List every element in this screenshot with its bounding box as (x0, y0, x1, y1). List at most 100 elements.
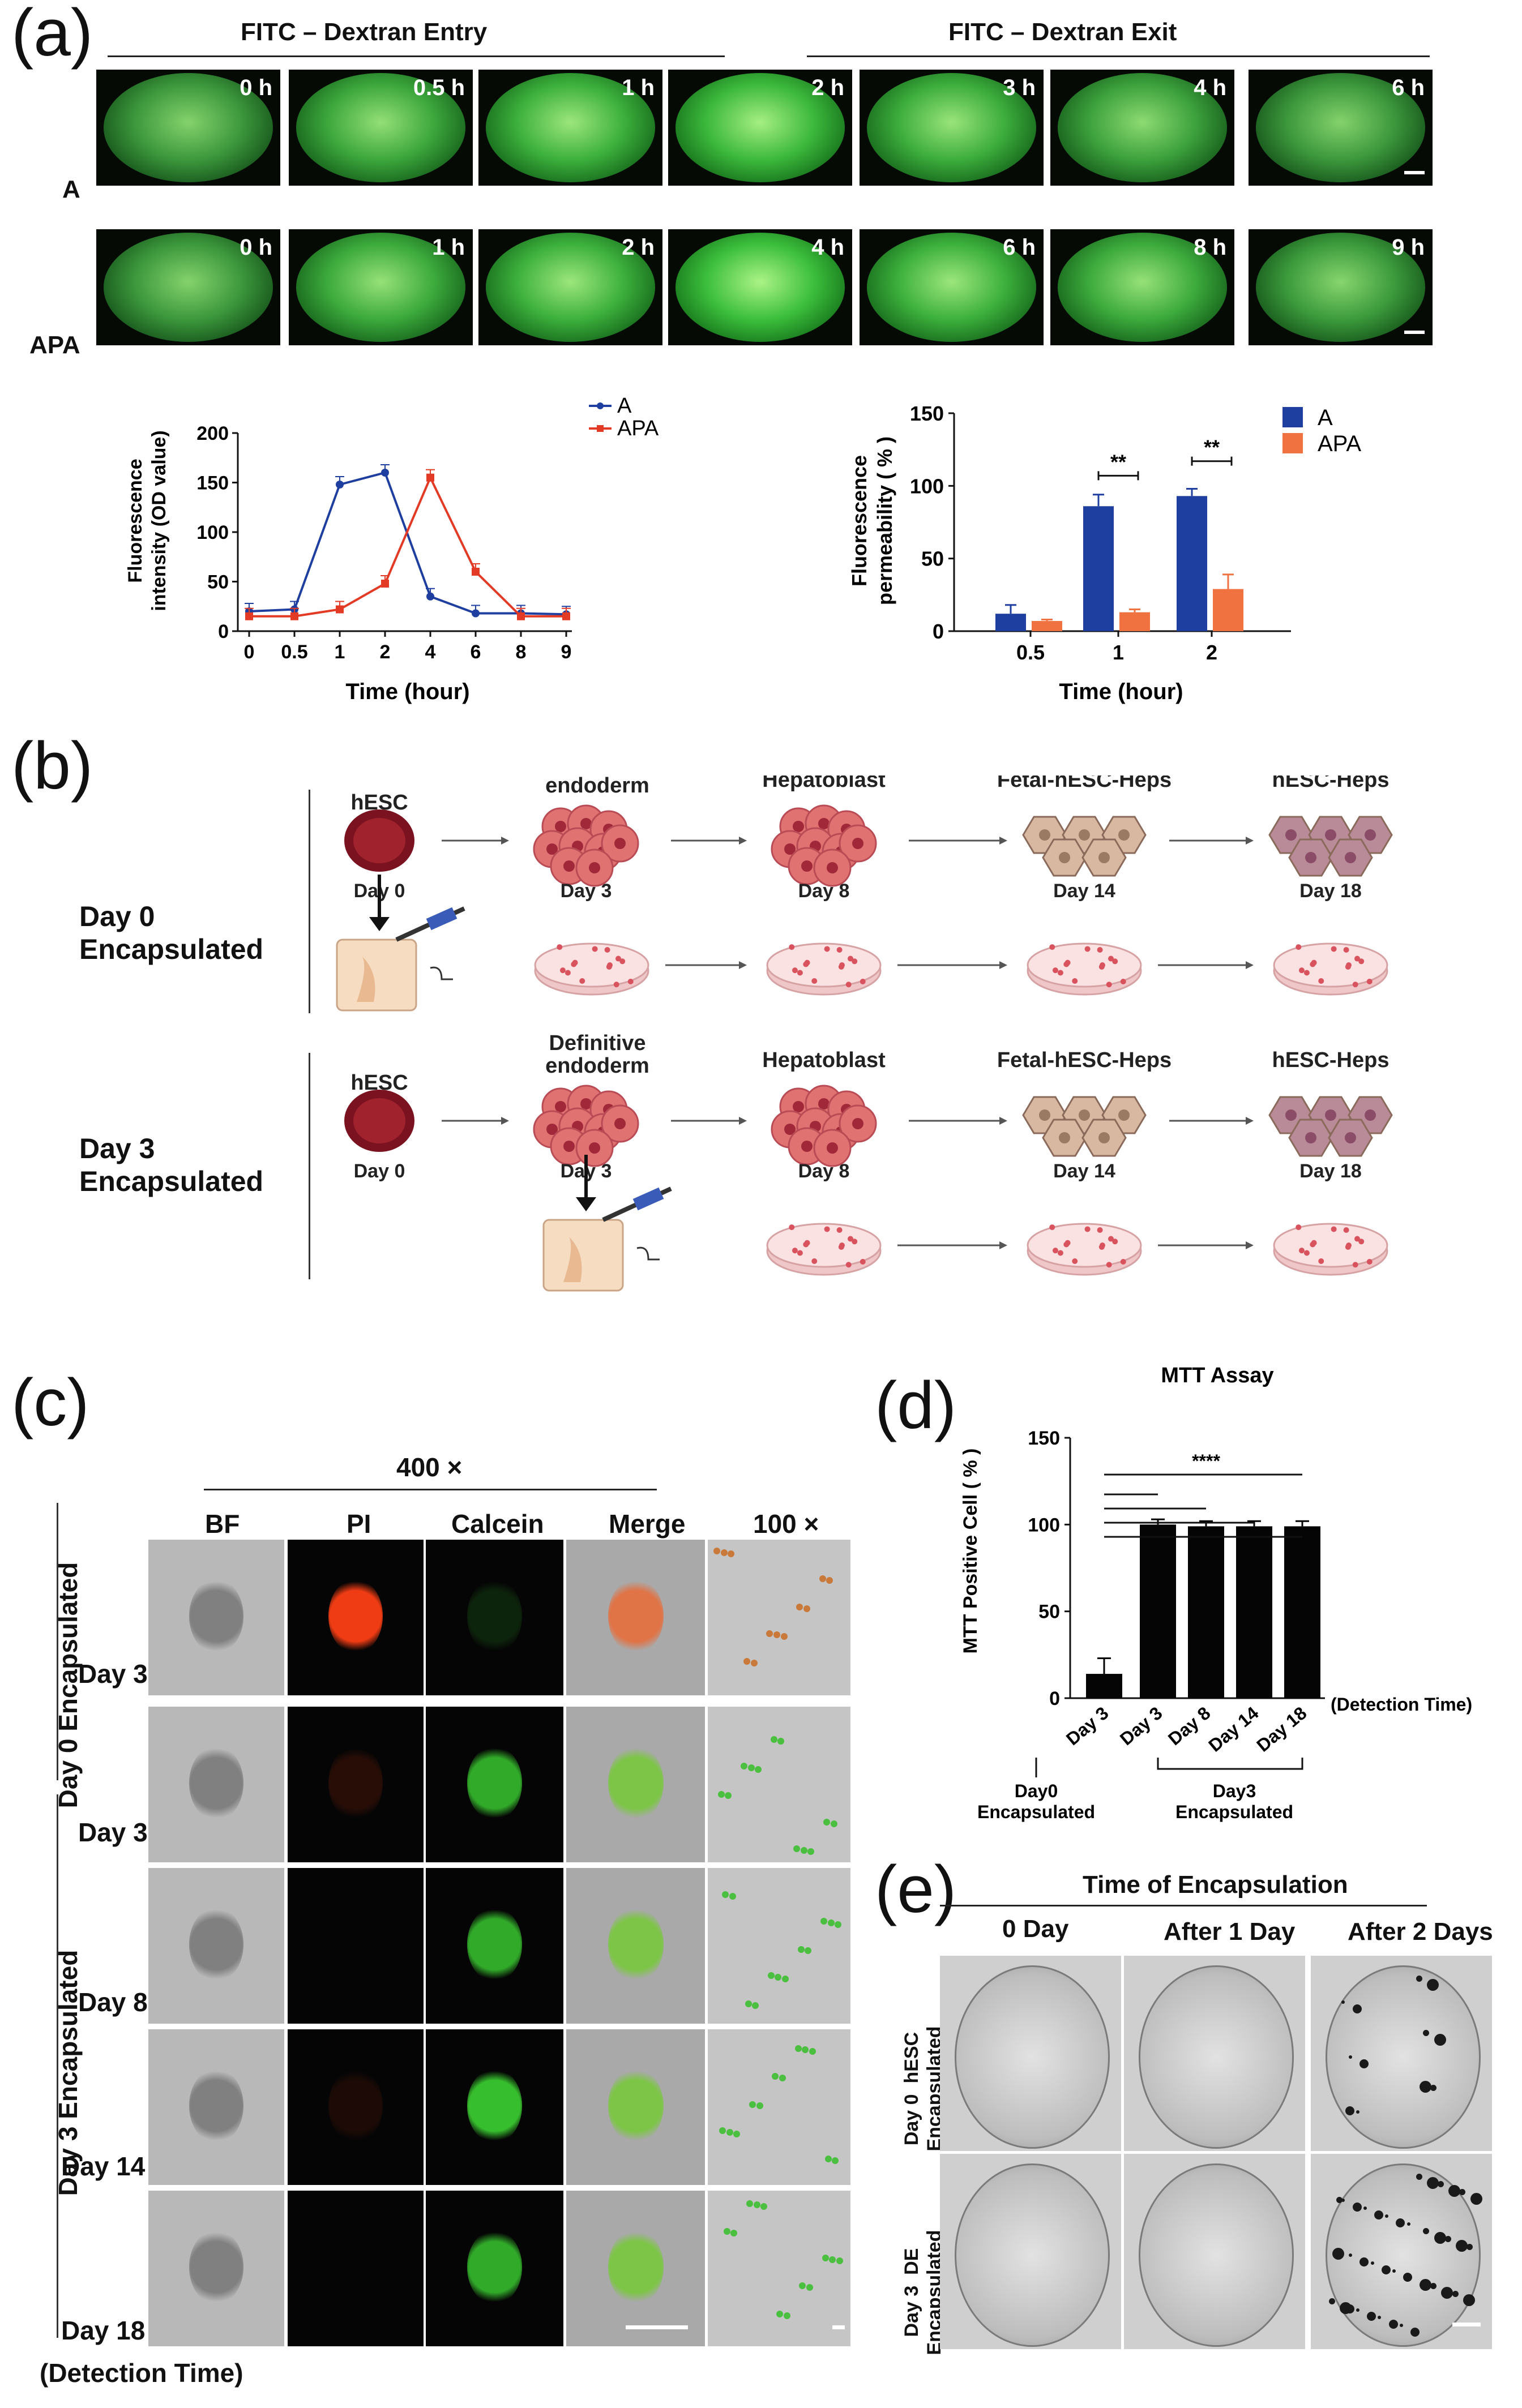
arrow-head (501, 837, 509, 845)
group-bracket (1157, 1758, 1303, 1770)
x-tick-label: 6 (471, 641, 481, 663)
fluorescent-bead (867, 73, 1036, 182)
cell-spot (799, 2282, 806, 2290)
time-label: 2 h (811, 75, 844, 100)
micrograph (566, 1540, 705, 1695)
dark-spot (1410, 2328, 1420, 2337)
micrograph (566, 1868, 705, 2024)
dark-spot (1359, 2257, 1369, 2266)
cell-nucleus (801, 860, 813, 872)
cell-nucleus (827, 1142, 838, 1154)
hepatocyte-nucleus (1039, 1109, 1050, 1121)
scale-bar (1452, 2323, 1481, 2326)
dark-spot (1392, 2269, 1396, 2273)
dark-spot (1430, 2282, 1437, 2289)
panel-b-letter: (b) (11, 729, 93, 803)
cell-cluster (189, 1906, 243, 1982)
encapsulation-image (1124, 2154, 1305, 2349)
cell-dot (1296, 944, 1302, 950)
cell-dot (1352, 982, 1358, 988)
cell-nucleus (801, 1141, 813, 1152)
dark-spot (1352, 2004, 1362, 2014)
fluorescence-intensity-chart: 0 50 100 150 200 0 0.5 1 2 4 6 8 9 Fluorescence inte… (125, 423, 572, 704)
x-tick-label: Day 3 (1116, 1703, 1166, 1749)
x-tick-label: 0 (244, 641, 255, 663)
b-row2-label: Day 3 Encapsulated (79, 1133, 264, 1197)
dark-spot (1341, 2199, 1345, 2203)
cell-dot (1098, 963, 1105, 970)
y-tick-label: 150 (1028, 1428, 1060, 1449)
dark-spot (1329, 2298, 1335, 2305)
exit-divider (807, 55, 1430, 57)
cell-spot (807, 1848, 815, 1856)
panel-d-letter: (d) (875, 1368, 957, 1443)
hydrogel-bead (1138, 2163, 1294, 2347)
dark-spot (1467, 2243, 1473, 2250)
dark-spot (1430, 2084, 1437, 2091)
point-A (426, 592, 434, 601)
micrograph (288, 1868, 424, 2024)
b-row1-label: Day 0 Encapsulated (79, 901, 264, 965)
y-tick-label: 200 (196, 423, 229, 444)
cell-dot (1072, 978, 1078, 984)
cell-dot (1311, 959, 1317, 966)
cell-spot (783, 2312, 790, 2319)
cell-dot (1318, 978, 1324, 984)
dark-spot (1349, 2253, 1353, 2257)
cell-spot (760, 2203, 768, 2210)
micrograph (148, 1707, 284, 1862)
row-apa-label: APA (29, 331, 80, 359)
cell-dot (1366, 1258, 1373, 1265)
bar1-xlabel: Time (hour) (1059, 679, 1183, 704)
hepatocyte-nucleus (1325, 829, 1336, 841)
fitc-image: 9 h (1249, 229, 1433, 345)
cell-cluster (608, 2229, 664, 2304)
bar-mtt (1140, 1524, 1176, 1698)
micrograph (708, 2029, 850, 2185)
mtt-group1-l1: Day0 (1015, 1781, 1058, 1801)
cell-dot (1097, 1227, 1103, 1233)
entry-divider (108, 55, 725, 57)
fitc-image: 3 h (860, 70, 1044, 186)
cell-dot (1303, 1250, 1310, 1256)
dark-spot (1352, 2203, 1362, 2212)
fluorescent-bead (486, 73, 655, 182)
dark-spot (1441, 2286, 1453, 2299)
cell-dot (1296, 1224, 1302, 1231)
cell-dot (606, 963, 612, 970)
encapsulation-image (1124, 1956, 1305, 2151)
arrow-head (999, 1117, 1007, 1125)
time-label: 9 h (1392, 235, 1425, 260)
cell-spot (743, 1658, 750, 1665)
cell-dot (559, 967, 566, 974)
cell-spot (753, 2201, 760, 2209)
cell-spot (819, 1575, 826, 1583)
dark-spot (1359, 2059, 1369, 2068)
dark-spot (1345, 2106, 1354, 2115)
cell-spot (793, 1845, 801, 1852)
fitc-image: 6 h (1249, 70, 1433, 186)
arrow-head (1246, 837, 1254, 845)
cell-cluster (189, 1745, 243, 1820)
encapsulation-image (940, 2154, 1121, 2349)
cell-cluster (467, 2068, 523, 2143)
stage-label: Definitive (549, 1031, 645, 1055)
group2-bracket (57, 1794, 58, 2338)
dark-spot (1434, 2034, 1446, 2046)
point-APA (562, 612, 570, 620)
cell-nucleus (818, 1098, 830, 1109)
cell-spot (733, 2130, 741, 2137)
point-A (472, 609, 480, 618)
beaker-content (563, 1237, 582, 1282)
e-col1: 0 Day (1002, 1915, 1069, 1943)
series-line-A (249, 471, 567, 616)
beaker (542, 1219, 624, 1292)
cell-nucleus (563, 1141, 575, 1152)
hepatocyte-nucleus (1118, 829, 1130, 841)
dark-spot (1463, 2294, 1475, 2307)
exit-label: FITC – Dextran Exit (948, 18, 1177, 46)
col-pi: PI (347, 1509, 371, 1539)
time-label: 0 h (240, 235, 272, 260)
point-APA (290, 612, 298, 620)
fluorescent-bead (676, 73, 845, 182)
